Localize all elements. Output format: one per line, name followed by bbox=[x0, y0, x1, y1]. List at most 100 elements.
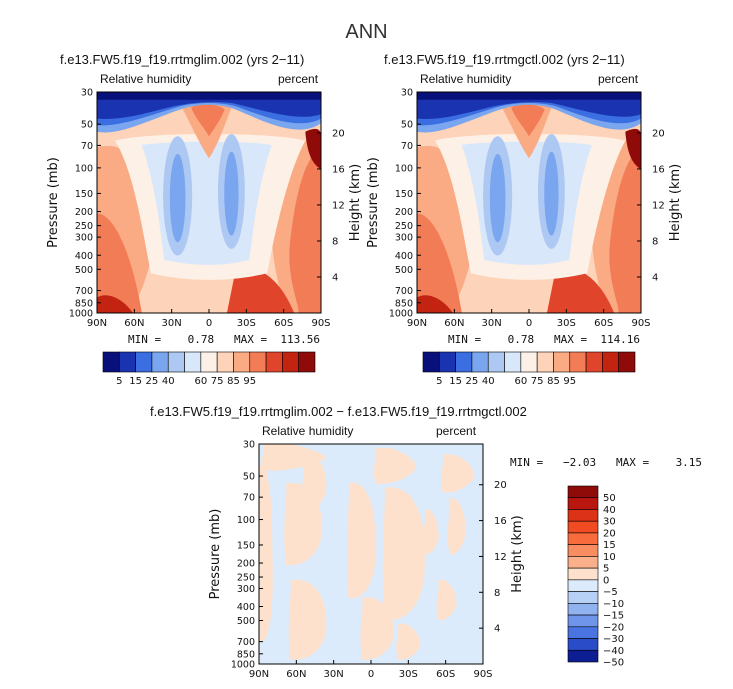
colorbar-cell bbox=[184, 351, 202, 373]
height-tick-label: 20 bbox=[494, 480, 507, 491]
positive-region bbox=[436, 579, 457, 621]
height-tick-label: 8 bbox=[332, 236, 338, 247]
y-tick-label: 70 bbox=[243, 493, 255, 504]
y-tick-label: 50 bbox=[401, 120, 413, 131]
panel-2-variable: Relative humidity bbox=[420, 72, 512, 86]
colorbar-label: −15 bbox=[603, 611, 624, 622]
positive-region bbox=[259, 465, 273, 643]
x-tick-label: 90S bbox=[631, 318, 650, 329]
positive-region bbox=[447, 498, 466, 555]
y-axis-label-right: Height (km) bbox=[510, 515, 525, 592]
x-tick-label: 60S bbox=[274, 318, 293, 329]
moist-core-south bbox=[609, 147, 641, 313]
colorbar-cell bbox=[249, 351, 267, 373]
dry-core-north bbox=[169, 153, 186, 243]
positive-region bbox=[347, 482, 376, 599]
panel-1-variable: Relative humidity bbox=[100, 72, 192, 86]
dry-core-south bbox=[544, 151, 559, 236]
height-tick-label: 12 bbox=[332, 200, 345, 211]
y-tick-label: 850 bbox=[395, 298, 413, 309]
panel-1-title: f.e13.FW5.f19_f19.rrtmglim.002 (yrs 2−11… bbox=[60, 52, 305, 67]
colorbar-label: 60 bbox=[194, 376, 207, 387]
dry-core-south bbox=[224, 151, 239, 236]
colorbar-cell bbox=[167, 351, 185, 373]
colorbar-cell bbox=[151, 351, 169, 373]
y-tick-label: 30 bbox=[81, 88, 93, 99]
dry-core-north bbox=[489, 153, 506, 243]
y-tick-label: 150 bbox=[237, 540, 255, 551]
x-tick-label: 0 bbox=[206, 318, 212, 329]
y-tick-label: 1000 bbox=[231, 660, 255, 671]
colorbar-cell bbox=[265, 351, 283, 373]
y-axis-label: Pressure (mb) bbox=[366, 157, 381, 248]
colorbar-label: 25 bbox=[466, 376, 479, 387]
y-tick-label: 400 bbox=[395, 251, 413, 262]
surface-moist bbox=[546, 267, 615, 313]
height-tick-label: 8 bbox=[494, 588, 500, 599]
y-axis-label-right: Height (km) bbox=[348, 164, 363, 241]
height-tick-label: 12 bbox=[652, 200, 665, 211]
colorbar-cell bbox=[553, 351, 571, 373]
colorbar-cell bbox=[487, 351, 505, 373]
colorbar-label: −20 bbox=[603, 622, 624, 633]
y-tick-label: 300 bbox=[395, 233, 413, 244]
moist-core-north bbox=[417, 213, 462, 313]
y-tick-label: 700 bbox=[395, 286, 413, 297]
x-tick-label: 60N bbox=[444, 318, 464, 329]
y-tick-label: 50 bbox=[81, 120, 93, 131]
x-tick-label: 30S bbox=[237, 318, 256, 329]
colorbar-cell bbox=[119, 351, 136, 373]
y-tick-label: 100 bbox=[395, 163, 413, 174]
colorbar-cell bbox=[233, 351, 251, 373]
x-tick-label: 60S bbox=[436, 669, 455, 680]
y-tick-label: 850 bbox=[237, 649, 255, 660]
y-axis-label-right: Height (km) bbox=[668, 164, 683, 241]
colorbar-cell bbox=[567, 532, 599, 545]
colorbar-cell bbox=[567, 591, 599, 604]
colorbar-cell bbox=[569, 351, 587, 373]
panel-3-units: percent bbox=[436, 424, 477, 438]
height-tick-label: 16 bbox=[494, 516, 507, 527]
moist-max-south bbox=[305, 128, 321, 170]
colorbar-label: 50 bbox=[603, 493, 616, 504]
positive-region bbox=[373, 447, 416, 484]
colorbar-cell bbox=[567, 509, 599, 522]
x-tick-label: 30N bbox=[482, 318, 502, 329]
y-tick-label: 250 bbox=[395, 221, 413, 232]
positive-region bbox=[396, 623, 421, 660]
x-tick-label: 0 bbox=[368, 669, 374, 680]
colorbar-cell bbox=[567, 567, 599, 581]
colorbar-cell bbox=[567, 614, 599, 628]
height-tick-label: 20 bbox=[652, 128, 665, 139]
colorbar-cell bbox=[567, 649, 599, 663]
y-tick-label: 1000 bbox=[69, 309, 93, 320]
y-tick-label: 150 bbox=[75, 189, 93, 200]
panel-2: 3050701001502002503004005007008501000201… bbox=[366, 88, 683, 388]
colorbar-cell bbox=[602, 351, 619, 373]
y-tick-label: 200 bbox=[75, 207, 93, 218]
panel-3-title: f.e13.FW5.f19_f19.rrtmglim.002 − f.e13.F… bbox=[150, 404, 527, 419]
x-tick-label: 30S bbox=[399, 669, 418, 680]
colorbar-label: 85 bbox=[227, 376, 240, 387]
y-tick-label: 700 bbox=[75, 286, 93, 297]
tropical-plume-core bbox=[191, 104, 225, 137]
x-tick-label: 30N bbox=[324, 669, 344, 680]
colorbar-cell bbox=[135, 351, 153, 373]
colorbar-cell bbox=[298, 351, 316, 373]
colorbar-cell bbox=[455, 351, 473, 373]
height-tick-label: 12 bbox=[494, 552, 507, 563]
y-tick-label: 70 bbox=[401, 141, 413, 152]
colorbar-cell bbox=[439, 351, 456, 373]
x-tick-label: 60S bbox=[594, 318, 613, 329]
panel-1-units: percent bbox=[278, 72, 319, 86]
y-tick-label: 700 bbox=[237, 637, 255, 648]
colorbar-label: 5 bbox=[603, 564, 609, 575]
height-tick-label: 4 bbox=[494, 624, 500, 635]
moist-max-north bbox=[97, 295, 133, 313]
colorbar-label: 95 bbox=[243, 376, 256, 387]
colorbar-cell bbox=[471, 351, 489, 373]
y-tick-label: 50 bbox=[243, 472, 255, 483]
height-tick-label: 4 bbox=[652, 272, 658, 283]
colorbar-cell bbox=[504, 351, 522, 373]
x-tick-label: 30S bbox=[557, 318, 576, 329]
